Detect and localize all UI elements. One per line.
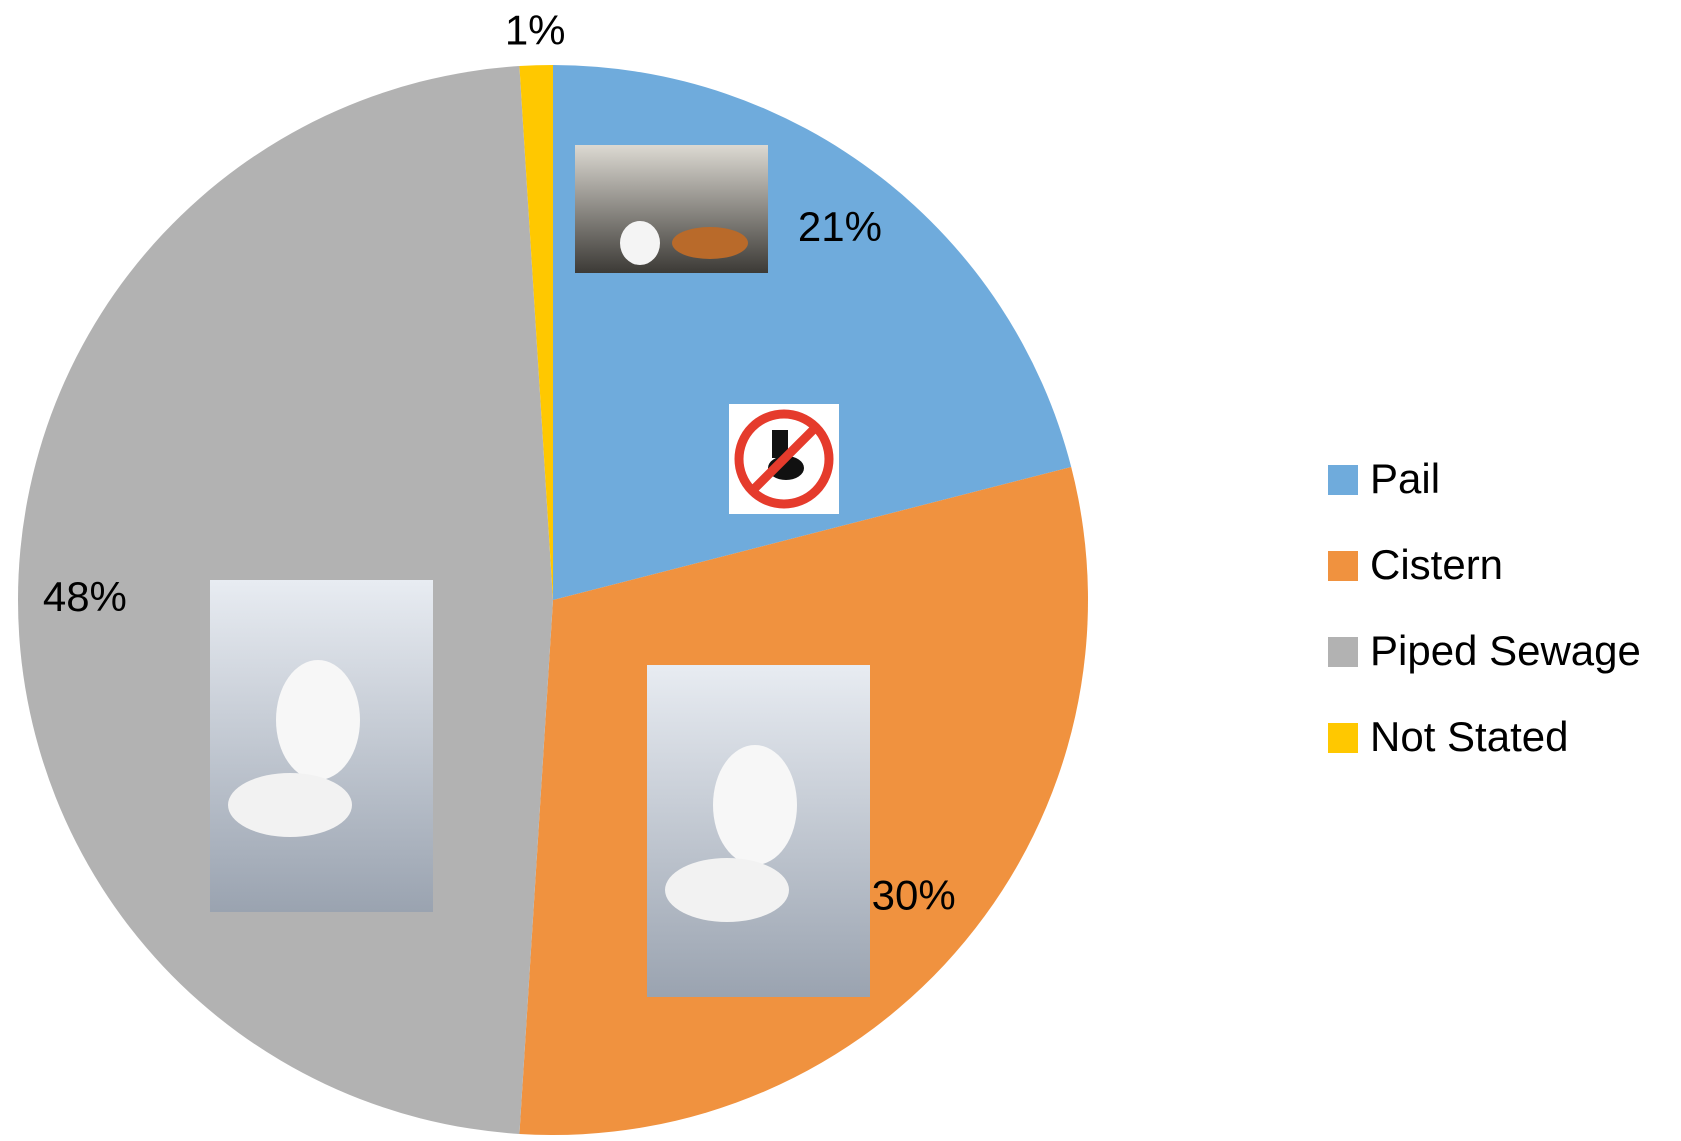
toilet-bowl	[228, 773, 352, 837]
data-label: 21%	[798, 203, 882, 250]
pie	[18, 65, 1088, 1135]
data-label: 48%	[43, 573, 127, 620]
pail-shape	[620, 221, 660, 265]
seat-shape	[672, 227, 748, 259]
legend-swatch	[1328, 637, 1358, 667]
toilet-bowl	[665, 858, 789, 922]
data-label: 1%	[505, 6, 566, 53]
legend-label: Pail	[1370, 455, 1440, 502]
legend-label: Cistern	[1370, 541, 1503, 588]
legend-swatch	[1328, 723, 1358, 753]
legend-label: Piped Sewage	[1370, 627, 1641, 674]
legend-swatch	[1328, 551, 1358, 581]
legend: Pail Cistern Piped Sewage Not Stated	[1328, 455, 1641, 760]
toilet-lid	[713, 745, 797, 865]
data-label: 30%	[872, 871, 956, 918]
pail-photo	[575, 145, 768, 273]
chart: 21% 30% 48% 1% Pail Cistern Piped Sewage Not S…	[0, 0, 1681, 1141]
toilet-lid	[276, 660, 360, 780]
legend-label: Not Stated	[1370, 713, 1568, 760]
legend-swatch	[1328, 465, 1358, 495]
